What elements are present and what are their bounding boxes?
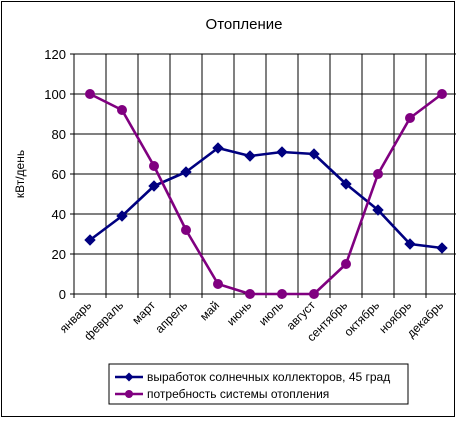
data-point-circle bbox=[149, 161, 159, 171]
data-point-circle bbox=[437, 89, 447, 99]
data-point-circle bbox=[117, 105, 127, 115]
data-point-diamond bbox=[148, 180, 160, 192]
data-point-circle bbox=[213, 279, 223, 289]
y-tick-label: 80 bbox=[52, 127, 66, 142]
data-point-circle bbox=[245, 289, 255, 299]
x-tick-label: апрель bbox=[152, 298, 190, 336]
data-point-diamond bbox=[244, 150, 256, 162]
data-point-diamond bbox=[308, 148, 320, 160]
data-point-circle bbox=[85, 89, 95, 99]
legend-label: выработок солнечных коллекторов, 45 град bbox=[147, 370, 390, 384]
series-line bbox=[89, 146, 443, 250]
legend-marker-diamond bbox=[124, 372, 134, 382]
series-layer bbox=[84, 89, 448, 299]
data-point-diamond bbox=[180, 166, 192, 178]
y-tick-label: 0 bbox=[59, 287, 66, 302]
data-point-circle bbox=[405, 113, 415, 123]
legend-marker-circle bbox=[125, 390, 133, 398]
y-axis-label: кВт/день bbox=[13, 150, 27, 198]
data-point-diamond bbox=[340, 178, 352, 190]
data-point-diamond bbox=[212, 142, 224, 154]
data-point-diamond bbox=[372, 204, 384, 216]
data-point-diamond bbox=[116, 210, 128, 222]
data-point-diamond bbox=[276, 146, 288, 158]
x-tick-label: март bbox=[129, 298, 158, 327]
x-tick-label: май bbox=[197, 298, 222, 323]
plot-grid bbox=[74, 53, 456, 295]
legend-item-1: выработок солнечных коллекторов, 45 град bbox=[115, 370, 390, 384]
y-axis-ticks: 0 20 40 60 80 100 120 bbox=[44, 47, 74, 302]
data-point-circle bbox=[341, 259, 351, 269]
series-2 bbox=[85, 89, 447, 299]
data-point-circle bbox=[373, 169, 383, 179]
legend-item-2: потребность системы отопления bbox=[115, 387, 329, 401]
y-tick-label: 40 bbox=[52, 207, 66, 222]
legend-box bbox=[108, 363, 409, 405]
y-tick-label: 100 bbox=[44, 87, 66, 102]
x-tick-label: июль bbox=[256, 298, 286, 328]
y-tick-label: 60 bbox=[52, 167, 66, 182]
data-point-circle bbox=[277, 289, 287, 299]
data-point-diamond bbox=[404, 238, 416, 250]
data-point-diamond bbox=[436, 242, 448, 254]
chart-frame: Отопление 0 20 40 60 80 100 120 январь февраль м… bbox=[1, 1, 456, 417]
chart-title: Отопление bbox=[206, 16, 283, 33]
series-line bbox=[89, 92, 443, 296]
data-point-circle bbox=[181, 225, 191, 235]
data-point-diamond bbox=[84, 234, 96, 246]
x-tick-label: июнь bbox=[224, 298, 254, 328]
legend: выработок солнечных коллекторов, 45 град… bbox=[108, 363, 409, 405]
y-tick-label: 20 bbox=[52, 247, 66, 262]
series-1 bbox=[84, 142, 448, 254]
legend-label: потребность системы отопления bbox=[147, 387, 329, 401]
x-tick-label: октябрь bbox=[341, 298, 382, 339]
y-tick-label: 120 bbox=[44, 47, 66, 62]
data-point-circle bbox=[309, 289, 319, 299]
